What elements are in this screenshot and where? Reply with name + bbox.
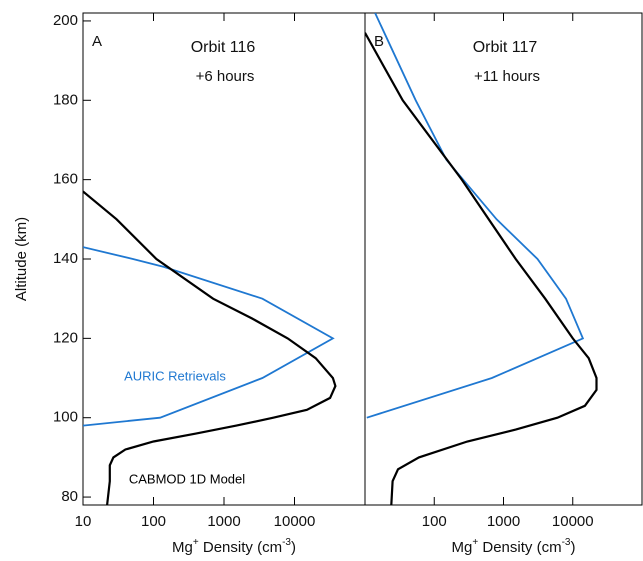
series-line — [83, 246, 335, 427]
x-axis-label: Mg+ Density (cm-3) — [452, 537, 576, 556]
y-tick-label: 80 — [61, 488, 78, 505]
x-axis-label-part: Density (cm — [478, 539, 561, 556]
x-axis-label-part: -3 — [282, 537, 291, 548]
plot-area: AURIC Retrievals CABMOD 1D Model — [83, 190, 337, 505]
series-label: AURIC Retrievals — [124, 368, 226, 383]
x-tick-label: 1000 — [207, 513, 240, 530]
x-axis-label-part: + — [193, 537, 199, 548]
panel-label: B — [374, 33, 384, 50]
panel-subtitle: +11 hours — [474, 68, 540, 85]
series-line — [366, 13, 585, 419]
panel-label: A — [92, 33, 102, 50]
y-axis-label: Altitude (km) — [13, 217, 30, 301]
y-tick-label: 200 — [53, 12, 78, 29]
plot-frame — [364, 12, 643, 506]
panel-title: Orbit 116 — [191, 39, 256, 56]
panel-title: Orbit 117 — [473, 39, 538, 56]
x-tick-label: 10000 — [552, 513, 594, 530]
series-label: CABMOD 1D Model — [129, 471, 245, 486]
x-axis-label-part: Density (cm — [199, 539, 282, 556]
x-axis-label-part: -3 — [562, 537, 571, 548]
x-tick-label: 100 — [422, 513, 447, 530]
x-axis-label: Mg+ Density (cm-3) — [172, 537, 296, 556]
x-axis-label-part: + — [472, 537, 478, 548]
plot-area — [365, 13, 598, 505]
series-line — [83, 190, 337, 505]
y-tick-label: 140 — [53, 250, 78, 267]
y-tick-label: 180 — [53, 91, 78, 108]
x-axis-label-part: ) — [570, 539, 575, 556]
y-tick-label: 120 — [53, 329, 78, 346]
y-tick-label: 100 — [53, 409, 78, 426]
x-axis-label-part: Mg — [172, 539, 193, 556]
x-tick-label: 100 — [141, 513, 166, 530]
x-axis-label-part: Mg — [452, 539, 473, 556]
plot-frame — [82, 12, 366, 506]
x-axis-label-part: ) — [291, 539, 296, 556]
x-tick-label: 10000 — [274, 513, 316, 530]
x-tick-label: 1000 — [487, 513, 520, 530]
y-tick-label: 160 — [53, 171, 78, 188]
x-tick-label: 10 — [75, 513, 92, 530]
series-line — [365, 32, 598, 505]
panel-subtitle: +6 hours — [196, 68, 255, 85]
